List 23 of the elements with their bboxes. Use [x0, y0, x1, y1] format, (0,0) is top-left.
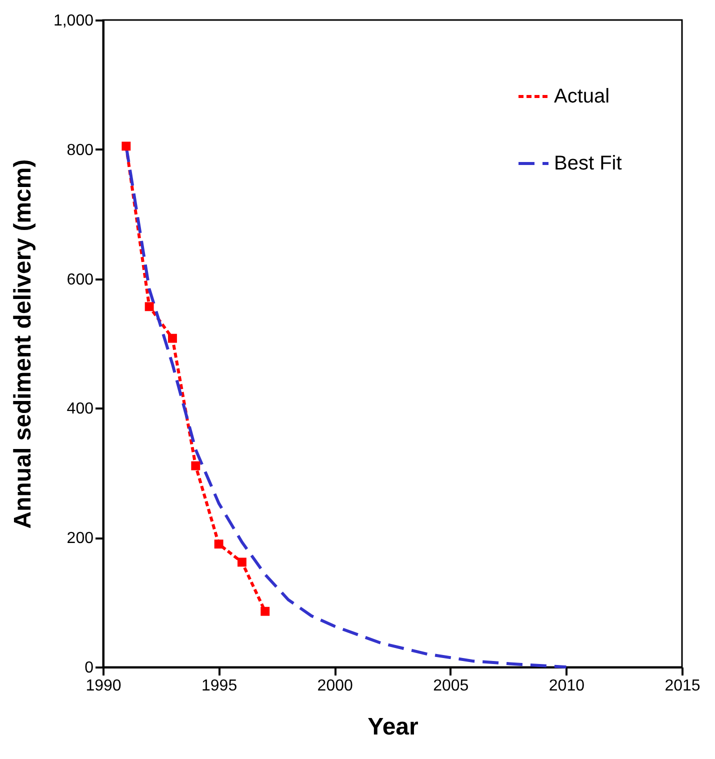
x-tick-label: 1995 [202, 678, 238, 694]
legend-label: Actual [554, 86, 610, 108]
x-axis-title: Year [368, 714, 418, 740]
point [214, 540, 224, 549]
legend-label: Best Fit [554, 152, 622, 174]
point [122, 142, 131, 151]
point [260, 606, 270, 616]
y-tick-label: 600 [66, 271, 94, 288]
y-tick-label: 400 [66, 400, 94, 418]
y-tick-label: 200 [66, 530, 94, 548]
point [237, 558, 246, 567]
y-tick-label: 1,000 [53, 12, 94, 30]
y-tick-label: 800 [66, 142, 94, 159]
point [144, 302, 154, 312]
x-tick-label: 1990 [86, 678, 122, 694]
x-tick-label: 2015 [664, 678, 700, 694]
y-tick-label: 0 [84, 660, 94, 676]
x-tick-label: 2000 [317, 678, 353, 694]
y-axis-title: Annual sediment delivery (mcm) [9, 159, 36, 529]
point [191, 461, 200, 470]
point [168, 334, 177, 343]
x-tick-label: 2010 [548, 678, 585, 694]
x-tick-label: 2005 [433, 678, 469, 694]
